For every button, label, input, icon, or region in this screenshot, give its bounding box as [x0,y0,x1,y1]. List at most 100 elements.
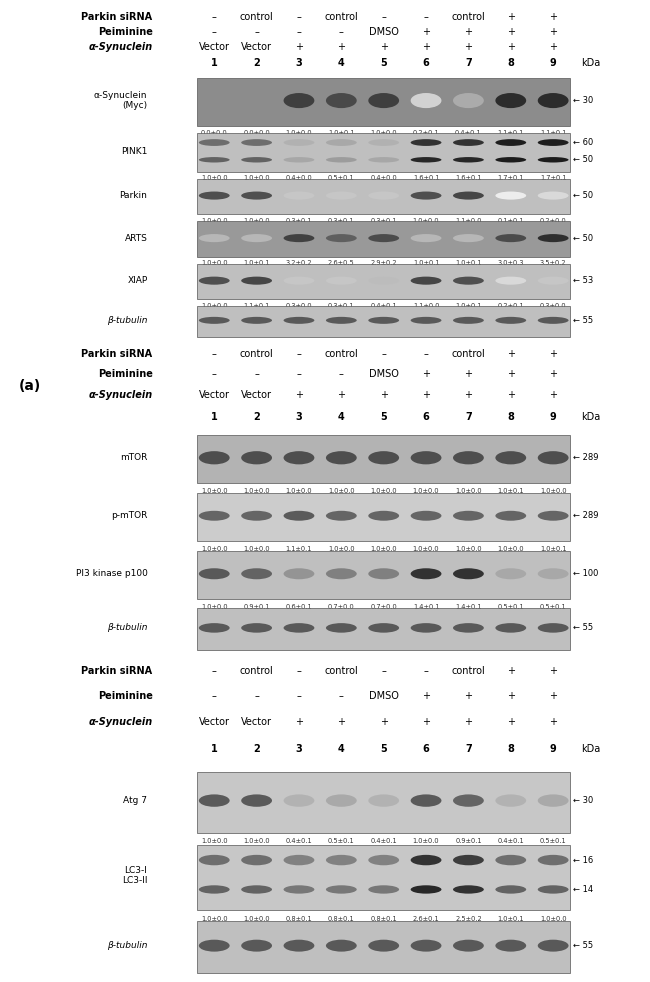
Text: 9: 9 [550,744,556,754]
Ellipse shape [199,624,229,632]
Text: +: + [507,42,515,52]
Ellipse shape [411,191,441,199]
Text: 0.8±0.1: 0.8±0.1 [285,916,312,922]
Ellipse shape [495,277,526,285]
Text: 2.6±0.1: 2.6±0.1 [413,916,439,922]
Text: 4: 4 [338,744,344,754]
Ellipse shape [283,855,315,865]
Text: mTOR: mTOR [120,454,148,463]
Text: +: + [464,27,473,37]
Text: 3: 3 [296,411,302,422]
Text: p-mTOR: p-mTOR [111,512,148,520]
Text: 0.1±0.1: 0.1±0.1 [497,218,524,224]
Text: 0.7±0.0: 0.7±0.0 [328,604,355,610]
Text: +: + [422,691,430,701]
Text: 5: 5 [380,59,387,69]
Text: DMSO: DMSO [369,369,398,379]
Ellipse shape [199,234,229,243]
Text: 1.0±0.0: 1.0±0.0 [243,218,270,224]
FancyBboxPatch shape [198,435,570,483]
Text: 1.0±0.1: 1.0±0.1 [328,130,355,136]
Ellipse shape [369,624,399,632]
Ellipse shape [241,940,272,952]
Text: control: control [324,349,358,358]
Text: ← 53: ← 53 [573,276,593,285]
Ellipse shape [538,886,569,894]
Text: –: – [212,369,216,379]
Ellipse shape [326,277,357,285]
Text: 3.2±0.2: 3.2±0.2 [285,260,312,266]
Text: 0.4±0.0: 0.4±0.0 [285,175,313,182]
Text: ← 100: ← 100 [573,570,598,578]
Text: 8: 8 [508,411,514,422]
Ellipse shape [241,277,272,285]
Text: 0.5±0.1: 0.5±0.1 [540,839,566,845]
Ellipse shape [411,139,441,146]
Ellipse shape [453,794,484,807]
Text: 0.4±0.1: 0.4±0.1 [370,839,397,845]
Ellipse shape [326,191,357,199]
Text: kDa: kDa [581,744,601,754]
Text: 2.9±0.2: 2.9±0.2 [370,260,397,266]
Text: Vector: Vector [241,42,272,52]
Text: ← 55: ← 55 [573,316,593,325]
Text: +: + [295,717,303,727]
Ellipse shape [326,569,357,579]
Text: 1.0±0.0: 1.0±0.0 [285,130,312,136]
Ellipse shape [453,451,484,464]
FancyBboxPatch shape [198,78,570,126]
Text: 1.0±0.0: 1.0±0.0 [413,218,439,224]
Text: (a): (a) [18,379,40,393]
Text: 1.0±0.1: 1.0±0.1 [243,260,270,266]
Text: 0.5±0.1: 0.5±0.1 [497,604,524,610]
Ellipse shape [453,234,484,243]
Ellipse shape [411,940,441,952]
Text: –: – [212,27,216,37]
Ellipse shape [326,886,357,894]
Text: –: – [296,349,302,358]
Ellipse shape [369,157,399,162]
Text: ← 30: ← 30 [573,796,593,805]
Text: 0.8±0.1: 0.8±0.1 [328,916,355,922]
Text: 5: 5 [380,411,387,422]
Text: 1.0±0.0: 1.0±0.0 [285,488,312,494]
Text: +: + [464,390,473,400]
Text: 0.3±0.0: 0.3±0.0 [540,302,566,308]
Text: 2.6±0.5: 2.6±0.5 [328,260,355,266]
Ellipse shape [453,93,484,108]
Text: LC3-I
LC3-II: LC3-I LC3-II [122,866,148,885]
Ellipse shape [283,886,315,894]
Text: control: control [240,666,274,676]
Ellipse shape [538,191,569,199]
Text: XIAP: XIAP [127,276,148,285]
Ellipse shape [453,855,484,865]
Text: Parkin siRNA: Parkin siRNA [81,13,153,23]
Text: +: + [337,42,345,52]
Text: 1.6±0.1: 1.6±0.1 [455,175,482,182]
Text: 9: 9 [550,59,556,69]
Text: 1.0±0.0: 1.0±0.0 [370,546,397,552]
FancyBboxPatch shape [198,179,570,214]
Ellipse shape [369,93,399,108]
Ellipse shape [283,139,315,146]
Text: 1.0±0.0: 1.0±0.0 [201,916,227,922]
Text: –: – [254,369,259,379]
Text: Parkin: Parkin [120,191,148,200]
Text: 1.0±0.0: 1.0±0.0 [455,546,482,552]
Text: 1.4±0.1: 1.4±0.1 [455,604,482,610]
Ellipse shape [411,277,441,285]
Text: 0.5±0.1: 0.5±0.1 [328,175,355,182]
Text: ARTS: ARTS [125,234,148,243]
Text: –: – [424,666,428,676]
FancyBboxPatch shape [198,920,570,973]
Text: –: – [296,27,302,37]
FancyBboxPatch shape [198,551,570,599]
Ellipse shape [411,157,441,162]
Ellipse shape [199,317,229,324]
Text: 3.5±0.2: 3.5±0.2 [540,260,566,266]
Ellipse shape [326,794,357,807]
Text: control: control [324,666,358,676]
Text: +: + [507,717,515,727]
Ellipse shape [283,317,315,324]
Text: 0.4±0.1: 0.4±0.1 [455,130,482,136]
